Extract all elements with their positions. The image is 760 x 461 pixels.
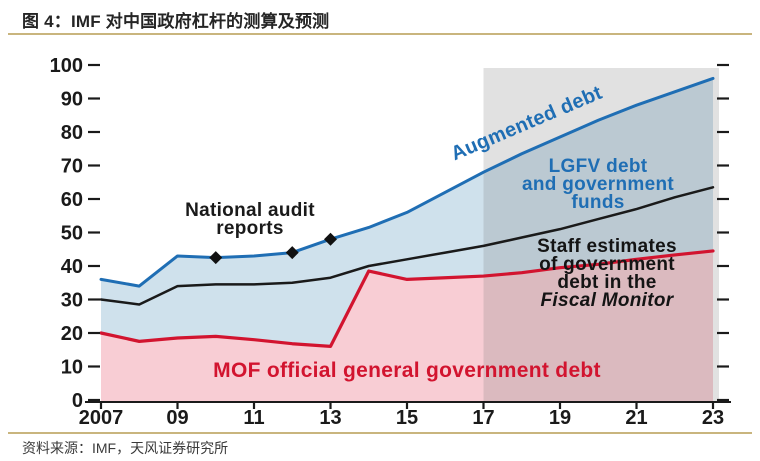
y-tick-label: 40: [61, 256, 83, 278]
x-tick-label: 19: [549, 407, 571, 429]
y-tick-label: 80: [61, 122, 83, 144]
x-tick-label: 23: [702, 407, 724, 429]
x-tick-label: 11: [243, 407, 264, 429]
staff-estimates-line: [99, 186, 715, 306]
y-tick-label: 10: [61, 357, 83, 379]
x-tick-label: 17: [472, 407, 494, 429]
y-tick-label: 90: [61, 89, 83, 111]
annotation-staff-line2: of government: [539, 254, 675, 275]
y-tick-label: 60: [61, 189, 83, 211]
y-tick-label: 70: [61, 156, 83, 178]
chart-series-lines: [99, 76, 715, 348]
annotation-lgfv-line3: funds: [571, 192, 624, 213]
annotation-lgfv: LGFV debt and government funds: [522, 156, 674, 213]
chart-axes: 0 10 20 30 40 50 60 70 80 90 100 2007 09 11 13 15 17 19 21…: [50, 55, 731, 429]
annotation-staff-line1: Staff estimates: [537, 236, 677, 257]
annotation-staff-line4-fiscal-monitor: Fiscal Monitor: [541, 290, 675, 311]
annotation-national-audit-line2: reports: [216, 218, 284, 239]
annotation-staff-line3: debt in the: [557, 272, 656, 293]
y-tick-label: 0: [72, 390, 83, 412]
bottom-divider: [8, 432, 752, 434]
x-tick-label: 09: [166, 407, 188, 429]
audit-diamond-marker: [324, 232, 337, 246]
mof-debt-area: [101, 250, 713, 402]
annotation-mof-debt: MOF official general government debt: [213, 359, 601, 382]
audit-diamond-marker: [285, 246, 299, 260]
x-tick-label: 15: [396, 407, 418, 429]
annotation-national-audit-line1: National audit: [185, 200, 315, 221]
y-tick-label: 100: [50, 55, 83, 77]
forecast-shaded-region: [483, 68, 719, 402]
forecast-band: [483, 68, 719, 402]
annotation-lgfv-line1: LGFV debt: [549, 156, 648, 177]
x-tick-label: 2007: [79, 407, 124, 429]
annotation-staff-estimates: Staff estimates of government debt in th…: [537, 236, 677, 311]
x-tick-label: 21: [625, 407, 647, 429]
y-tick-label: 20: [61, 323, 83, 345]
annotation-national-audit: National audit reports: [185, 200, 315, 239]
y-tick-label: 30: [61, 290, 83, 312]
audit-diamond-marker: [209, 251, 223, 265]
figure-title: 图 4：IMF 对中国政府杠杆的测算及预测: [22, 12, 330, 31]
source-caption: 资料来源：IMF，天风证券研究所: [22, 440, 229, 456]
y-tick-label: 50: [61, 223, 83, 245]
top-divider: [8, 33, 752, 35]
x-tick-label: 13: [319, 407, 341, 429]
mof-debt-line: [99, 249, 715, 348]
augmented-debt-line: [99, 76, 715, 288]
annotation-lgfv-line2: and government: [522, 174, 674, 195]
audit-diamond-markers: [209, 232, 337, 265]
